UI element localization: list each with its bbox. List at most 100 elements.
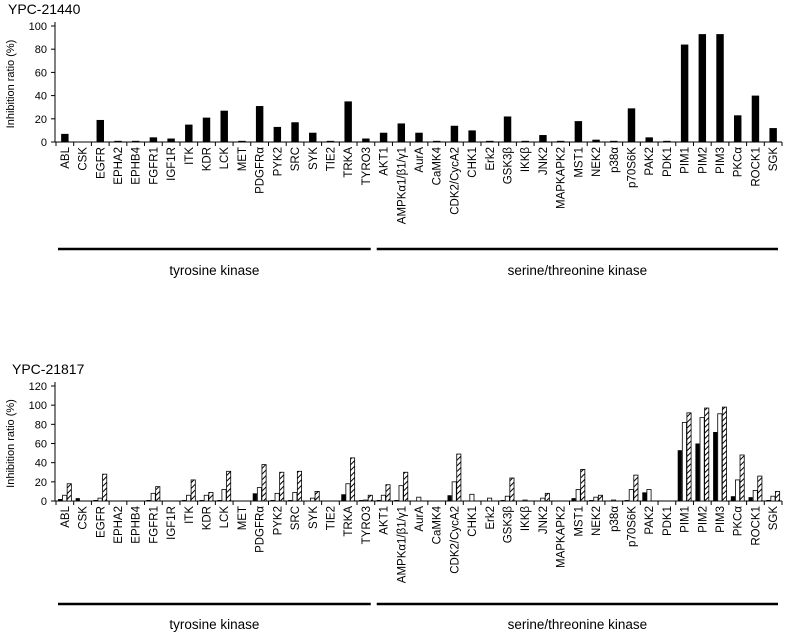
chart-1-x-tick-label: PKCα [733, 147, 745, 178]
chart-2-y-tick-label: 80 [35, 419, 47, 431]
chart-2-y-tick-label: 40 [35, 458, 47, 470]
chart-2-bar-p70S6K-series-2 [628, 489, 634, 502]
chart-2-bar-TRKA-series-3 [350, 457, 356, 502]
chart-2-bar-TRKA-series-2 [345, 483, 351, 502]
chart-2-bar-SRC-series-3 [296, 470, 302, 502]
chart-2-bar-CDK2/CycA2-series-1 [447, 495, 452, 501]
chart-1-bar-Erk2-series-1 [486, 140, 494, 142]
chart-1-x-tick-label: PYK2 [272, 147, 284, 176]
chart-2-x-tick-label: SYK [308, 506, 320, 529]
chart-2-bar-CDK2/CycA2-series-3 [456, 453, 462, 502]
chart-2-x-tick-label: p38α [609, 506, 621, 532]
chart-2-bar-p70S6K-series-1 [624, 500, 629, 501]
chart-2-bar-GSK3β-series-1 [500, 500, 505, 501]
chart-2-x-tick-label: CSK [78, 506, 90, 530]
chart-2-group-label-2: serine/threonine kinase [508, 617, 648, 632]
chart-2-x-tick-label: PKCα [733, 506, 745, 537]
chart-1-bar-AurA-series-1 [415, 132, 423, 142]
chart-2-y-tick-label: 0 [41, 496, 47, 508]
chart-2-x-tick-label: AMPKα1/β1/γ1 [396, 506, 408, 583]
chart-1-x-tick-label: AMPKα1/β1/γ1 [396, 147, 408, 224]
chart-1-x-tick-label: Erk2 [485, 147, 497, 171]
chart-2-x-tick-label: KDR [202, 506, 214, 530]
chart-1-x-tick-label: GSK3β [503, 147, 515, 185]
chart-1-bar-SRC-series-1 [291, 122, 299, 142]
chart-1-y-tick-label: 80 [35, 44, 47, 56]
chart-2-bar-PIM1-series-2 [681, 422, 687, 502]
chart-2-bar-SRC-series-2 [292, 491, 298, 502]
chart-2-bar-ROCK1-series-2 [752, 490, 758, 502]
chart-2-x-tick-label: MET [237, 506, 249, 530]
chart-2-bar-SGK-series-1 [766, 500, 771, 501]
chart-1-bar-EGFR-series-1 [96, 119, 104, 142]
chart-1-bar-CDK2/CycA2-series-1 [450, 125, 459, 142]
chart-1-x-tick-label: p38α [609, 147, 621, 173]
chart-2-bar-PKCα-series-1 [730, 496, 736, 501]
chart-2-bar-TYRO3-series-1 [358, 500, 364, 501]
chart-2-bar-ITK-series-2 [186, 494, 192, 502]
chart-1-x-tick-label: JNK2 [538, 147, 550, 175]
chart-1-bar-CHK1-series-1 [468, 130, 476, 142]
chart-1-x-tick-label: p70S6K [626, 147, 638, 188]
chart-2-x-tick-label: TIE2 [325, 506, 337, 530]
chart-1-x-tick-label: EPHA2 [113, 147, 125, 185]
chart-2-x-tick-label: PAK2 [644, 506, 656, 535]
chart-1-bar-PIM3-series-1 [716, 34, 724, 143]
chart-1-x-tick-label: TRKA [343, 147, 355, 178]
chart-2-bar-PIM2-series-3 [704, 407, 710, 502]
chart-1-x-tick-label: ROCK1 [750, 147, 762, 187]
chart-1-x-tick-label: EGFR [95, 147, 107, 179]
chart-2-bar-ROCK1-series-3 [757, 475, 763, 502]
chart-1-bar-CaMK4-series-1 [432, 140, 441, 142]
chart-2-bar-PKCα-series-2 [735, 479, 741, 502]
chart-1-bar-AMPKα1/β1/γ1-series-1 [397, 123, 406, 142]
chart-2-bar-CSK-series-1 [75, 498, 80, 502]
chart-1-bar-MAPKAPK2-series-1 [556, 140, 565, 142]
chart-2-bar-ROCK1-series-1 [748, 497, 753, 501]
chart-2-bar-PAK2-series-2 [646, 489, 652, 502]
chart-2-y-axis-label: Inhibition ratio (%) [5, 399, 17, 488]
chart-1-bar-PIM1-series-1 [680, 44, 689, 143]
chart-2-x-tick-label: ITK [184, 506, 196, 524]
chart-2-y-tick-label: 100 [29, 400, 47, 412]
chart-2-bar-AMPKα1/β1/γ1-series-3 [403, 471, 409, 502]
chart-1-x-tick-label: NEK2 [591, 147, 603, 177]
chart-1-bar-PDK1-series-1 [663, 140, 671, 142]
chart-1-bar-EPHA2-series-1 [114, 140, 122, 142]
chart-2-bar-MST1-series-2 [575, 489, 581, 502]
chart-2-bar-SYK-series-3 [314, 491, 320, 502]
chart-2-x-tick-label: SGK [768, 506, 780, 531]
chart-1-x-tick-label: LCK [219, 147, 231, 170]
chart-1-x-tick-label: CSK [78, 147, 90, 171]
chart-2-bar-EGFR-series-1 [93, 500, 98, 501]
chart-1-x-tick-label: MST1 [573, 147, 585, 178]
chart-2-x-tick-label: TYRO3 [361, 506, 373, 544]
chart-2-y-tick-label: 120 [29, 381, 47, 393]
chart-2-bar-PAK2-series-1 [642, 492, 647, 502]
chart-2-bar-PIM2-series-2 [699, 417, 705, 502]
chart-2-bar-PIM1-series-1 [677, 450, 682, 501]
chart-1-x-tick-label: PDK1 [662, 147, 674, 177]
chart-1-group-label-1: tyrosine kinase [169, 263, 259, 278]
chart-2-bar-SGK-series-2 [770, 495, 776, 502]
chart-2-bar-AKT1-series-3 [385, 484, 391, 502]
chart-2-x-tick-label: IGF1R [166, 506, 178, 540]
chart-1-x-tick-label: TIE2 [325, 147, 337, 171]
chart-1-bar-JNK2-series-1 [539, 135, 547, 142]
chart-1-y-tick-label: 60 [35, 67, 47, 79]
chart-2-x-tick-label: GSK3β [503, 506, 515, 544]
chart-1-x-tick-label: SGK [768, 147, 780, 172]
chart-2-x-tick-label: PDK1 [662, 506, 674, 536]
chart-2-bar-AMPKα1/β1/γ1-series-1 [394, 500, 399, 501]
chart-1-bar-IKKβ-series-1 [521, 140, 529, 142]
chart-2-bar-CDK2/CycA2-series-2 [451, 481, 457, 502]
chart-1-x-tick-label: CaMK4 [432, 146, 444, 185]
chart-2-bar-PIM3-series-1 [713, 432, 718, 501]
chart-1-bar-KDR-series-1 [202, 117, 211, 142]
chart-1-x-tick-label: PDGFRα [255, 147, 267, 194]
chart-2-bar-TYRO3-series-2 [363, 499, 369, 502]
chart-2-x-tick-label: CHK1 [467, 506, 479, 537]
chart-2-group-label-1: tyrosine kinase [169, 617, 259, 632]
chart-1-bar-TRKA-series-1 [344, 101, 352, 142]
